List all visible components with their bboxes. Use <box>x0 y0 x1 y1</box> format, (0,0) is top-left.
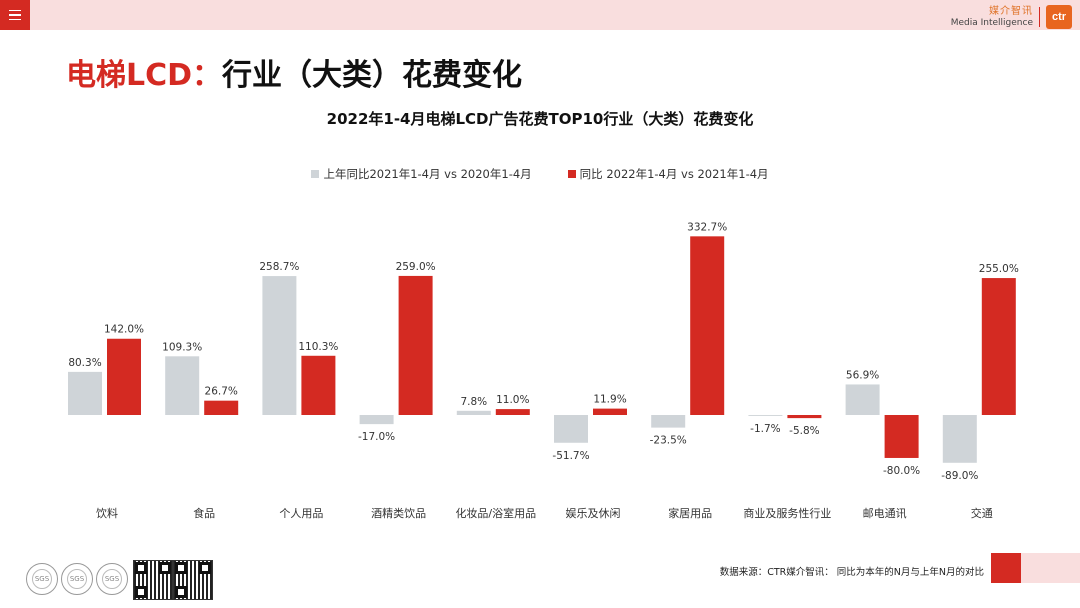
bar-series2-6 <box>690 236 725 415</box>
data-label-series2-2: 110.3% <box>298 341 338 353</box>
bar-series1-2 <box>262 276 297 415</box>
qr-corner <box>199 562 211 574</box>
brand-cn: 媒介智讯 <box>989 5 1033 17</box>
data-label-series2-1: 26.7% <box>205 386 238 398</box>
menu-button[interactable] <box>0 0 30 30</box>
data-label-series2-7: -5.8% <box>789 425 819 437</box>
bar-series2-8 <box>884 415 919 458</box>
footer-red-block <box>991 553 1021 583</box>
bar-series2-5 <box>593 408 627 415</box>
page-title-text: 行业（大类）花费变化 <box>222 58 523 93</box>
sgs-seal-label: SGS <box>104 575 120 583</box>
category-label-0: 饮料 <box>96 506 118 520</box>
bar-series2-0 <box>107 338 141 415</box>
bar-series1-5 <box>554 415 588 443</box>
qr-corner <box>175 562 187 574</box>
legend-label-current-year: 同比 2022年1-4月 vs 2021年1-4月 <box>579 167 769 181</box>
data-label-series1-0: 80.3% <box>68 357 101 369</box>
data-label-series1-9: -89.0% <box>941 470 978 482</box>
legend-item-current-year: 同比 2022年1-4月 vs 2021年1-4月 <box>567 166 769 182</box>
qr-corner <box>175 586 187 598</box>
sgs-seal-icon: SGS <box>26 563 58 595</box>
bar-series2-2 <box>301 355 336 415</box>
data-label-series1-3: -17.0% <box>358 431 395 443</box>
brand-en: Media Intelligence <box>950 17 1033 28</box>
category-label-5: 娱乐及休闲 <box>566 506 621 520</box>
category-label-6: 家居用品 <box>668 506 712 520</box>
data-label-series1-6: -23.5% <box>650 435 687 447</box>
data-label-series1-4: 7.8% <box>460 396 487 408</box>
data-label-series1-1: 109.3% <box>162 341 202 353</box>
bar-series1-4 <box>456 410 491 415</box>
hamburger-icon <box>9 9 21 12</box>
legend-swatch-gray <box>311 170 320 178</box>
legend-label-prev-year: 上年同比2021年1-4月 vs 2020年1-4月 <box>323 167 532 181</box>
page-title: 电梯LCD：行业（大类）花费变化 <box>66 50 522 94</box>
sgs-seal-label: SGS <box>34 575 50 583</box>
bar-series2-9 <box>981 278 1016 415</box>
category-label-3: 酒精类饮品 <box>371 506 426 520</box>
ctr-logo: ctr <box>1046 5 1072 29</box>
sgs-seal-icon: SGS <box>96 563 128 595</box>
category-label-4: 化妆品/浴室用品 <box>455 506 536 520</box>
bar-series1-0 <box>68 371 102 415</box>
data-label-series2-6: 332.7% <box>687 221 727 233</box>
qr-code-icon <box>133 560 173 600</box>
certification-seals: SGS SGS SGS <box>26 563 128 595</box>
data-label-series2-5: 11.9% <box>593 394 626 406</box>
category-label-9: 交通 <box>971 506 993 520</box>
hamburger-icon-line <box>9 14 21 16</box>
data-label-series2-0: 142.0% <box>104 324 144 336</box>
brand-logo-group: 媒介智讯 Media Intelligence ctr <box>951 5 1072 29</box>
category-label-1: 食品 <box>193 506 215 520</box>
chart-title: 2022年1-4月电梯LCD广告花费TOP10行业（大类）花费变化 <box>326 110 754 128</box>
qr-corner <box>135 562 147 574</box>
data-label-series1-7: -1.7% <box>750 423 780 435</box>
legend-item-prev-year: 上年同比2021年1-4月 vs 2020年1-4月 <box>311 166 532 182</box>
sgs-seal-icon: SGS <box>61 563 93 595</box>
data-label-series1-5: -51.7% <box>552 450 589 462</box>
qr-corner <box>159 562 171 574</box>
qr-corner <box>135 586 147 598</box>
bar-series2-3 <box>398 275 433 415</box>
data-label-series2-9: 255.0% <box>979 263 1019 275</box>
bar-series1-1 <box>165 356 200 415</box>
data-label-series2-8: -80.0% <box>883 465 920 477</box>
qr-code-icon <box>173 560 213 600</box>
category-label-2: 个人用品 <box>279 507 323 520</box>
top-bar <box>0 0 1080 30</box>
chart-legend: 上年同比2021年1-4月 vs 2020年1-4月 同比 2022年1-4月 … <box>0 166 1080 182</box>
brand-divider <box>1039 7 1040 27</box>
data-label-series1-2: 258.7% <box>259 261 299 273</box>
footer-pink-block <box>1021 553 1080 583</box>
bar-series1-3 <box>359 415 394 425</box>
page-title-highlight: 电梯LCD： <box>66 58 223 93</box>
data-label-series2-3: 259.0% <box>396 261 436 273</box>
category-label-7: 商业及服务性行业 <box>743 506 831 520</box>
bar-series1-6 <box>651 415 686 428</box>
data-label-series2-4: 11.0% <box>496 394 529 406</box>
bar-series2-1 <box>204 400 239 415</box>
bar-series1-7 <box>748 415 783 416</box>
sgs-seal-label: SGS <box>69 575 85 583</box>
bar-series1-9 <box>942 415 977 463</box>
legend-swatch-red <box>567 170 576 178</box>
bar-series2-7 <box>787 415 822 419</box>
category-label-8: 邮电通讯 <box>863 507 907 520</box>
bar-series2-4 <box>495 409 530 415</box>
bar-series1-8 <box>845 384 880 415</box>
hamburger-icon-line <box>9 18 21 21</box>
data-label-series1-8: 56.9% <box>846 369 879 381</box>
brand-text: 媒介智讯 Media Intelligence <box>950 5 1033 28</box>
data-source-note: 数据来源：CTR媒介智讯： 同比为本年的N月与上年N月的对比 <box>719 567 984 578</box>
